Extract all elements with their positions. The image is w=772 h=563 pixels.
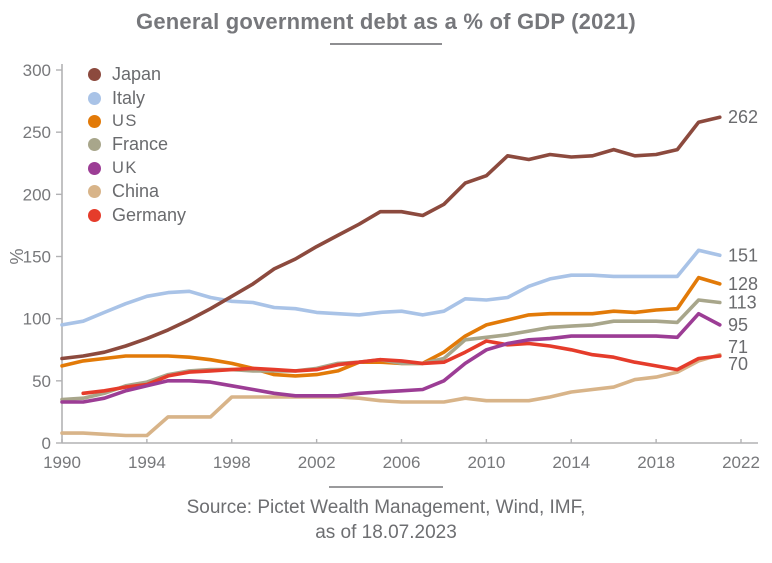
y-tick-label: 250 xyxy=(23,123,51,142)
x-tick-label: 1994 xyxy=(128,453,166,472)
legend-label-italy: Italy xyxy=(112,87,146,108)
end-label-china: 71 xyxy=(728,337,748,357)
legend-marker-us xyxy=(88,114,101,128)
x-tick-label: 1990 xyxy=(43,453,81,472)
y-axis-unit-label: % xyxy=(7,248,27,264)
y-tick-label: 200 xyxy=(23,185,51,204)
legend-marker-italy xyxy=(88,91,101,105)
legend-item-us: US xyxy=(88,110,186,133)
line-uk xyxy=(60,311,722,404)
legend-item-uk: UK xyxy=(88,157,186,180)
y-tick-label: 0 xyxy=(42,434,51,453)
x-tick-label: 1998 xyxy=(213,453,251,472)
line-china xyxy=(60,352,722,438)
line-italy xyxy=(60,248,722,327)
y-tick-label: 150 xyxy=(23,248,51,267)
legend-item-china: China xyxy=(88,180,186,203)
legend-marker-japan xyxy=(88,68,101,82)
legend-marker-germany xyxy=(88,208,101,222)
y-tick-label: 50 xyxy=(32,372,51,391)
end-label-italy: 151 xyxy=(728,245,758,265)
title-underline xyxy=(330,43,442,45)
x-tick-label: 2002 xyxy=(298,453,336,472)
x-tick-label: 2006 xyxy=(383,453,421,472)
x-tick-label: 2022 xyxy=(722,453,760,472)
legend-label-france: France xyxy=(112,134,169,155)
chart-area: 0 50 100 150 200 250 300 1990 1994 1998 2002 2006 20… xyxy=(0,50,772,480)
end-label-uk: 95 xyxy=(728,315,748,335)
source-divider xyxy=(329,486,443,488)
end-label-france: 113 xyxy=(728,293,757,313)
chart-title: General government debt as a % of GDP (2… xyxy=(136,9,636,34)
x-tick-label: 2010 xyxy=(467,453,505,472)
legend-label-china: China xyxy=(112,181,160,202)
y-tick-label: 300 xyxy=(23,61,51,80)
x-tick-label: 2014 xyxy=(552,453,590,472)
legend-marker-uk xyxy=(88,161,101,175)
legend: Japan Italy US France UK China Germany xyxy=(88,63,186,227)
legend-marker-france xyxy=(88,138,101,152)
legend-label-uk: UK xyxy=(112,158,138,177)
end-label-us: 128 xyxy=(728,274,758,294)
end-label-germany: 70 xyxy=(728,354,748,374)
source-line-1: Source: Pictet Wealth Management, Wind, … xyxy=(186,497,586,518)
legend-label-japan: Japan xyxy=(112,64,162,85)
legend-label-germany: Germany xyxy=(112,204,187,225)
line-japan xyxy=(60,115,722,361)
y-tick-label: 100 xyxy=(23,310,51,329)
chart-svg: 0 50 100 150 200 250 300 1990 1994 1998 2002 2006 20… xyxy=(7,61,760,472)
source-block: Source: Pictet Wealth Management, Wind, … xyxy=(0,486,772,545)
legend-item-italy: Italy xyxy=(88,86,186,109)
legend-item-japan: Japan xyxy=(88,63,186,86)
legend-item-germany: Germany xyxy=(88,203,186,226)
x-tick-label: 2018 xyxy=(637,453,675,472)
legend-marker-china xyxy=(88,185,101,199)
legend-item-france: France xyxy=(88,133,186,156)
source-line-2: as of 18.07.2023 xyxy=(315,522,457,543)
line-germany xyxy=(81,339,722,396)
legend-label-us: US xyxy=(112,111,138,130)
end-label-japan: 262 xyxy=(728,107,758,127)
